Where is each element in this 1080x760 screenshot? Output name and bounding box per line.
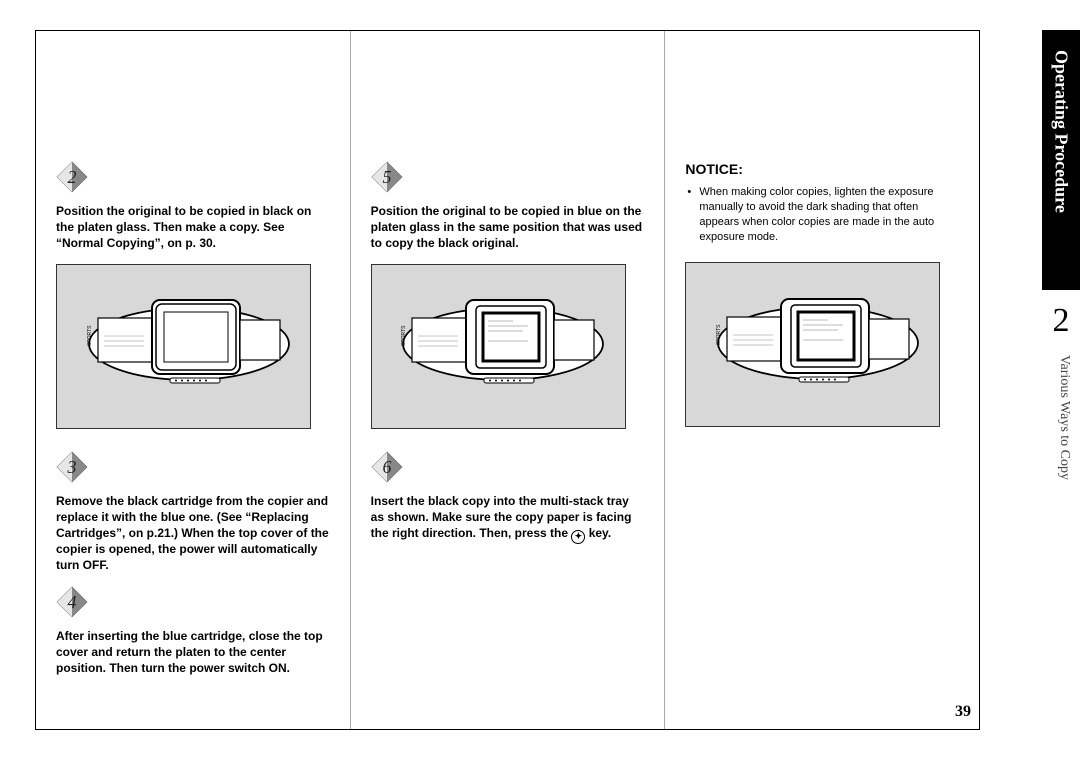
notice-body: When making color copies, lighten the ex… xyxy=(685,185,959,244)
page-number: 39 xyxy=(955,703,971,721)
figure-step-5: SPORTS xyxy=(371,264,626,429)
column-middle: 5 Position the original to be copied in … xyxy=(351,31,666,729)
step-badge-6: 6 xyxy=(371,451,403,483)
svg-text:6: 6 xyxy=(382,457,391,477)
step-badge-2: 2 xyxy=(56,161,88,193)
step-6-text: Insert the black copy into the multi-sta… xyxy=(371,493,645,544)
tab-chapter-number: 2 xyxy=(1042,295,1080,347)
side-tab: Operating Procedure 2 Various Ways to Co… xyxy=(1000,30,1080,730)
manual-page: 2 Position the original to be copied in … xyxy=(35,30,980,730)
step-5-text: Position the original to be copied in bl… xyxy=(371,203,645,252)
svg-text:SPORTS: SPORTS xyxy=(716,324,722,345)
column-right: NOTICE: When making color copies, lighte… xyxy=(665,31,979,729)
content-columns: 2 Position the original to be copied in … xyxy=(36,31,979,729)
step-4-text: After inserting the blue cartridge, clos… xyxy=(56,628,330,677)
step-6-text-part: Insert the black copy into the multi-sta… xyxy=(371,494,632,540)
copier-illustration: SPORTS xyxy=(388,286,608,406)
svg-text:2: 2 xyxy=(68,167,77,187)
notice-title: NOTICE: xyxy=(685,161,959,177)
svg-text:4: 4 xyxy=(68,592,77,612)
tab-heading: Operating Procedure xyxy=(1042,30,1080,290)
step-3-text: Remove the black cartridge from the copi… xyxy=(56,493,330,574)
step-2-text: Position the original to be copied in bl… xyxy=(56,203,330,252)
start-key-icon: ✦ xyxy=(571,530,585,544)
step-badge-3: 3 xyxy=(56,451,88,483)
svg-text:SPORTS: SPORTS xyxy=(87,325,93,346)
step-badge-5: 5 xyxy=(371,161,403,193)
svg-text:5: 5 xyxy=(382,167,391,187)
copier-illustration: SPORTS xyxy=(703,285,923,405)
svg-text:SPORTS: SPORTS xyxy=(401,325,407,346)
svg-text:3: 3 xyxy=(67,457,77,477)
column-left: 2 Position the original to be copied in … xyxy=(36,31,351,729)
figure-step-2: SPORTS xyxy=(56,264,311,429)
step-badge-4: 4 xyxy=(56,586,88,618)
figure-notice: SPORTS xyxy=(685,262,940,427)
copier-illustration: SPORTS xyxy=(74,286,294,406)
tab-subtitle: Various Ways to Copy xyxy=(1056,355,1072,480)
